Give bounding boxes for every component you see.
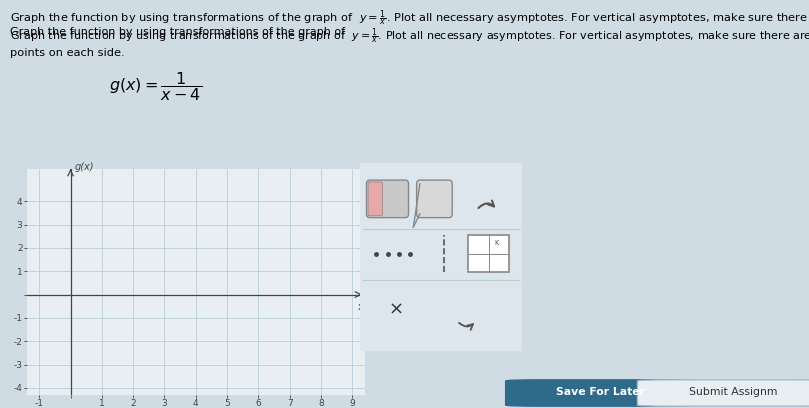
- Text: x: x: [358, 302, 363, 312]
- Text: points on each side.: points on each side.: [10, 48, 125, 58]
- Text: Graph the function by using transformations of the graph of: Graph the function by using transformati…: [10, 27, 352, 37]
- Text: g(x): g(x): [74, 162, 94, 172]
- Text: ×: ×: [388, 301, 403, 319]
- Text: K: K: [494, 240, 499, 246]
- Text: Graph the function by using transformations of the graph of  $y = \frac{1}{x}$. : Graph the function by using transformati…: [10, 27, 809, 47]
- FancyBboxPatch shape: [357, 160, 525, 355]
- FancyBboxPatch shape: [417, 180, 452, 217]
- FancyBboxPatch shape: [637, 380, 809, 406]
- Text: $g\left(x\right) = \dfrac{1}{x-4}$: $g\left(x\right) = \dfrac{1}{x-4}$: [109, 70, 202, 103]
- FancyBboxPatch shape: [366, 180, 409, 217]
- Text: Submit Assignm: Submit Assignm: [688, 387, 777, 397]
- FancyBboxPatch shape: [368, 182, 383, 216]
- Text: Graph the function by using transformations of the graph of  $y = \frac{1}{x}$. : Graph the function by using transformati…: [10, 9, 809, 29]
- Text: Save For Later: Save For Later: [556, 387, 645, 397]
- FancyBboxPatch shape: [468, 235, 509, 272]
- FancyBboxPatch shape: [506, 380, 696, 406]
